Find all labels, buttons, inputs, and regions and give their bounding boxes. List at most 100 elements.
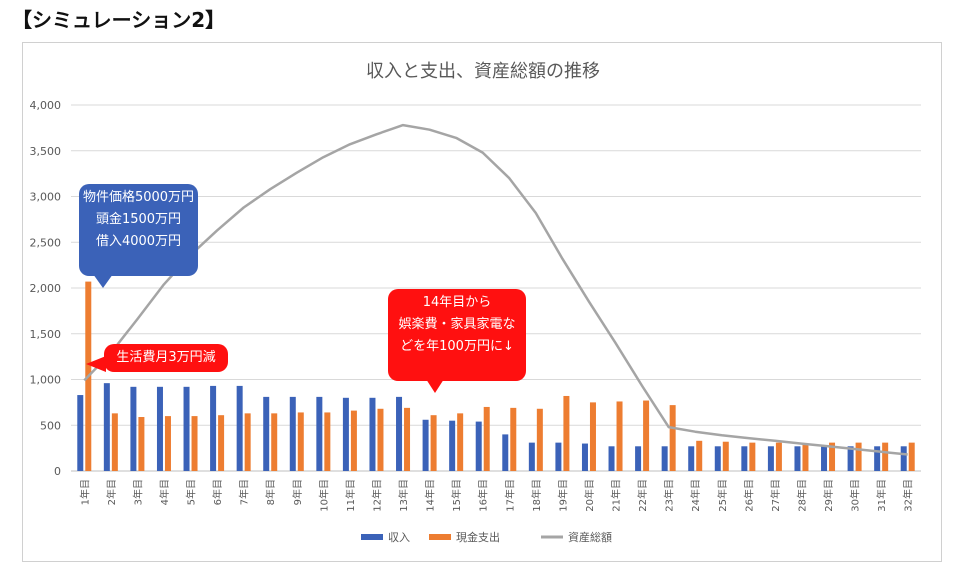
income-bar	[502, 434, 509, 471]
x-tick-label: 20年目	[583, 479, 596, 512]
expense-bar	[643, 400, 650, 471]
legend-label: 現金支出	[456, 530, 500, 544]
y-tick-label: 1,500	[30, 328, 62, 341]
y-tick-label: 3,500	[30, 145, 62, 158]
x-tick-label: 30年目	[849, 479, 862, 512]
x-tick-label: 16年目	[477, 479, 490, 512]
expense-bar	[855, 442, 862, 471]
grid-layer	[71, 104, 921, 472]
callout-leisure-line-1: 14年目から	[422, 295, 492, 310]
x-tick-label: 7年目	[238, 479, 251, 505]
x-tick-label: 11年目	[344, 479, 357, 512]
expense-bar	[350, 410, 357, 471]
income-bar	[767, 446, 774, 471]
expense-bar	[829, 442, 836, 471]
expense-bar	[722, 441, 729, 471]
expense-bar	[908, 442, 915, 471]
callout-living-cost: 生活費月3万円減	[86, 344, 228, 372]
income-bar	[688, 446, 695, 471]
expense-bar	[218, 415, 225, 471]
income-bar	[236, 385, 243, 471]
expense-bar	[802, 443, 809, 471]
income-bar	[183, 386, 190, 471]
income-bar	[156, 386, 163, 471]
y-tick-label: 500	[40, 419, 61, 432]
income-bar	[794, 446, 801, 471]
callout-leisure-line-3: どを年100万円に↓	[400, 339, 514, 354]
x-tick-label: 13年目	[397, 479, 410, 512]
expense-bar	[616, 401, 623, 471]
expense-bar	[297, 412, 304, 471]
legend-swatch	[361, 534, 383, 540]
expense-bar	[430, 415, 437, 471]
expense-bar	[457, 413, 464, 471]
income-bar	[449, 420, 456, 471]
income-bar	[528, 442, 535, 471]
x-tick-label: 25年目	[716, 479, 729, 512]
expense-bar	[563, 395, 570, 471]
x-tick-label: 8年目	[264, 479, 277, 505]
legend-label: 資産総額	[568, 530, 612, 544]
chart-title: 収入と支出、資産総額の推移	[366, 61, 600, 82]
x-tick-label: 1年目	[78, 479, 91, 505]
callout-living-tail	[86, 356, 106, 372]
x-tick-label: 31年目	[875, 479, 888, 512]
income-bar	[422, 419, 429, 471]
expense-bar	[749, 442, 756, 471]
x-tick-label: 3年目	[131, 479, 144, 505]
callout-property-info: 物件価格5000万円 頭金1500万円 借入4000万円	[79, 184, 198, 288]
x-tick-label: 9年目	[291, 479, 304, 505]
expense-bar	[377, 408, 384, 471]
x-tick-label: 19年目	[556, 479, 569, 512]
callout-leisure-tail	[426, 379, 444, 393]
line-layer	[83, 123, 908, 456]
expense-bar	[483, 406, 490, 471]
income-bar	[210, 385, 217, 471]
axis-layer: 0 500 1,000 1,500 2,000 2,500 3,000 3,500 4,000 1…	[30, 99, 915, 512]
income-bar	[396, 396, 403, 471]
x-tick-label: 10年目	[317, 479, 330, 512]
income-bar	[741, 446, 748, 471]
y-tick-label: 1,000	[30, 374, 62, 387]
x-tick-label: 27年目	[769, 479, 782, 512]
income-bar	[130, 386, 137, 471]
income-bar	[847, 446, 854, 471]
income-bar	[369, 397, 376, 471]
asset-total-line	[83, 123, 908, 456]
x-tick-label: 22年目	[636, 479, 649, 512]
x-tick-label: 15年目	[450, 479, 463, 512]
callout-leisure-line-2: 娯楽費・家具家電な	[398, 317, 516, 332]
income-bar	[555, 442, 562, 471]
page-heading: 【シミュレーション2】	[12, 8, 226, 32]
income-bar	[821, 446, 828, 471]
x-tick-label: 12年目	[370, 479, 383, 512]
expense-bar	[324, 412, 331, 471]
y-tick-label: 0	[54, 465, 61, 478]
income-bar	[900, 446, 907, 471]
callout-leisure-cost: 14年目から 娯楽費・家具家電な どを年100万円に↓	[388, 289, 526, 393]
x-tick-label: 2年目	[105, 479, 118, 505]
x-tick-label: 17年目	[503, 479, 516, 512]
x-tick-label: 14年目	[424, 479, 437, 512]
expense-bar	[164, 416, 171, 471]
x-tick-label: 29年目	[822, 479, 835, 512]
x-tick-label: 18年目	[530, 479, 543, 512]
chart-svg: 収入と支出、資産総額の推移 0 500 1,000 1,500 2,000 2,500 3,…	[30, 61, 921, 544]
income-bar	[103, 383, 110, 471]
expense-bar	[138, 417, 145, 471]
y-tick-label: 4,000	[30, 99, 62, 112]
income-bar	[77, 395, 84, 471]
x-tick-label: 28年目	[795, 479, 808, 512]
income-bar	[475, 421, 482, 471]
income-bar	[635, 446, 642, 471]
x-tick-label: 24年目	[689, 479, 702, 512]
y-tick-label: 2,000	[30, 282, 62, 295]
x-tick-label: 32年目	[902, 479, 915, 512]
income-bar	[661, 446, 668, 471]
x-tick-label: 6年目	[211, 479, 224, 505]
y-tick-label: 3,000	[30, 191, 62, 204]
income-bar	[874, 446, 881, 471]
expense-bar	[191, 416, 198, 471]
expense-bar	[271, 413, 278, 471]
legend-swatch	[429, 534, 451, 540]
